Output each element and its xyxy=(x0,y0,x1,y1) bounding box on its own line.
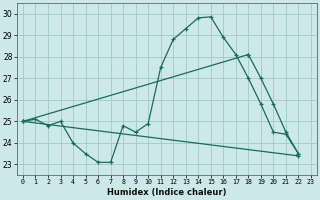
X-axis label: Humidex (Indice chaleur): Humidex (Indice chaleur) xyxy=(107,188,227,197)
